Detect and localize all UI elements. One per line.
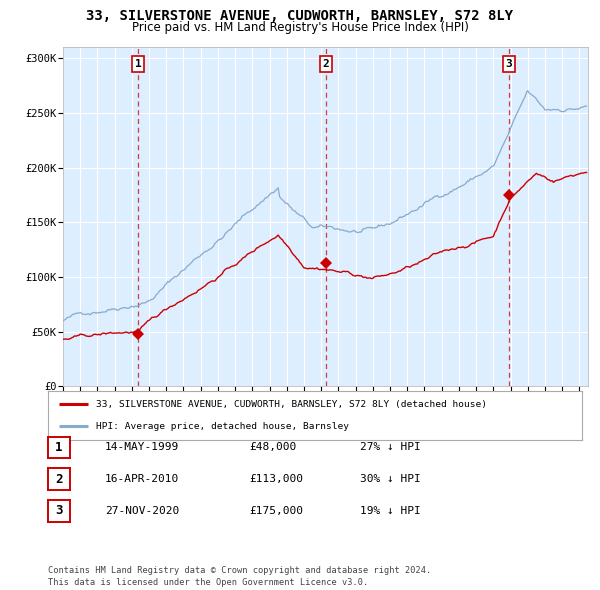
Text: HPI: Average price, detached house, Barnsley: HPI: Average price, detached house, Barn… bbox=[96, 422, 349, 431]
Text: 27-NOV-2020: 27-NOV-2020 bbox=[105, 506, 179, 516]
Text: 19% ↓ HPI: 19% ↓ HPI bbox=[360, 506, 421, 516]
Text: £113,000: £113,000 bbox=[249, 474, 303, 484]
Text: 3: 3 bbox=[55, 504, 62, 517]
Text: 2: 2 bbox=[323, 59, 329, 69]
Text: Price paid vs. HM Land Registry's House Price Index (HPI): Price paid vs. HM Land Registry's House … bbox=[131, 21, 469, 34]
Text: 16-APR-2010: 16-APR-2010 bbox=[105, 474, 179, 484]
Text: 1: 1 bbox=[55, 441, 62, 454]
Text: Contains HM Land Registry data © Crown copyright and database right 2024.
This d: Contains HM Land Registry data © Crown c… bbox=[48, 566, 431, 587]
Text: £48,000: £48,000 bbox=[249, 442, 296, 452]
Text: 33, SILVERSTONE AVENUE, CUDWORTH, BARNSLEY, S72 8LY (detached house): 33, SILVERSTONE AVENUE, CUDWORTH, BARNSL… bbox=[96, 400, 487, 409]
Text: 33, SILVERSTONE AVENUE, CUDWORTH, BARNSLEY, S72 8LY: 33, SILVERSTONE AVENUE, CUDWORTH, BARNSL… bbox=[86, 9, 514, 23]
Text: £175,000: £175,000 bbox=[249, 506, 303, 516]
Text: 30% ↓ HPI: 30% ↓ HPI bbox=[360, 474, 421, 484]
Text: 14-MAY-1999: 14-MAY-1999 bbox=[105, 442, 179, 452]
Text: 2: 2 bbox=[55, 473, 62, 486]
Text: 1: 1 bbox=[135, 59, 142, 69]
Text: 3: 3 bbox=[506, 59, 512, 69]
Text: 27% ↓ HPI: 27% ↓ HPI bbox=[360, 442, 421, 452]
